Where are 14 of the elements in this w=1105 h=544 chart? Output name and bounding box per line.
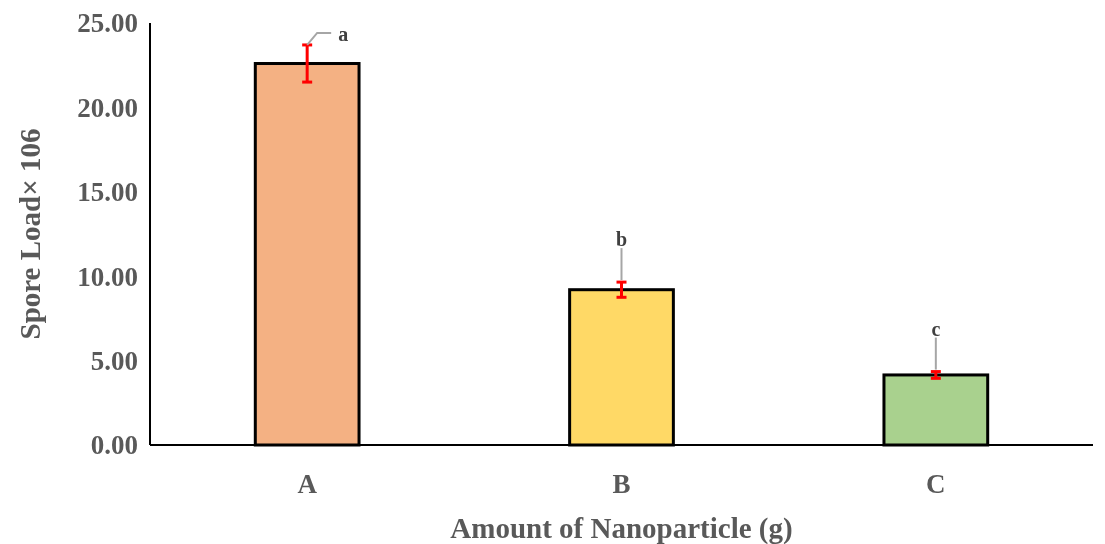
x-tick-label: B — [612, 469, 631, 499]
y-tick-label: 25.00 — [77, 8, 138, 39]
annotation: c — [931, 317, 941, 340]
x-axis-title: Amount of Nanoparticle (g) — [450, 512, 793, 544]
y-tick-label: 20.00 — [77, 92, 138, 123]
y-axis-title: Spore Load× 106 — [14, 128, 46, 340]
x-tick-label: A — [297, 469, 318, 499]
annotation: b — [615, 228, 628, 251]
y-tick-label: 15.00 — [77, 177, 138, 208]
annotation: a — [338, 22, 349, 45]
y-tick-label: 0.00 — [90, 430, 138, 461]
y-tick-label: 10.00 — [77, 261, 138, 292]
x-tick-label: C — [926, 469, 946, 499]
y-tick-label: 5.00 — [90, 346, 138, 377]
